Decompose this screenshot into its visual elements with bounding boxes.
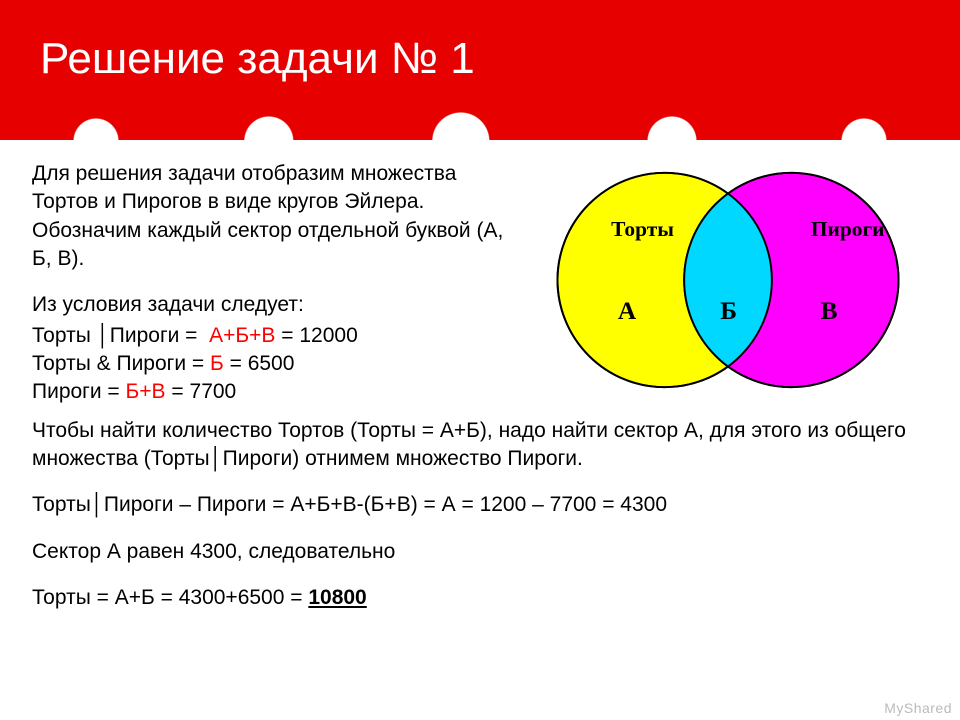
venn-region-a-label: А [618,297,637,325]
lower-result-answer: 10800 [308,586,366,609]
slide-header: Решение задачи № 1 [0,0,960,140]
equation-1: Торты │Пироги = А+Б+В = 12000 [32,322,516,350]
slide-content: Для решения задачи отобразим множества Т… [0,140,960,612]
lower-paragraph-1: Чтобы найти количество Тортов (Торты = А… [32,417,928,474]
venn-container: Торты Пироги А Б В [528,160,928,400]
equation-3: Пироги = Б+В = 7700 [32,378,516,406]
slide-title: Решение задачи № 1 [40,34,920,84]
intro-paragraph: Для решения задачи отобразим множества Т… [32,160,516,273]
conditions-label: Из условия задачи следует: [32,291,516,319]
left-text-column: Для решения задачи отобразим множества Т… [32,160,516,407]
lower-result-prefix: Торты = А+Б = 4300+6500 = [32,586,308,609]
lower-equation: Торты│Пироги – Пироги = А+Б+В-(Б+В) = А … [32,491,928,519]
lower-paragraph-3: Сектор А равен 4300, следовательно [32,538,928,566]
lower-result-line: Торты = А+Б = 4300+6500 = 10800 [32,584,928,612]
watermark-label: MyShared [884,700,952,716]
lower-text: Чтобы найти количество Тортов (Торты = А… [32,417,928,613]
venn-region-v-label: В [820,297,837,325]
venn-right-outer-label: Пироги [811,217,885,241]
equation-2: Торты & Пироги = Б = 6500 [32,350,516,378]
venn-region-b-label: Б [720,297,737,325]
top-row: Для решения задачи отобразим множества Т… [32,160,928,407]
venn-left-outer-label: Торты [611,217,674,241]
venn-diagram: Торты Пироги А Б В [538,160,918,400]
